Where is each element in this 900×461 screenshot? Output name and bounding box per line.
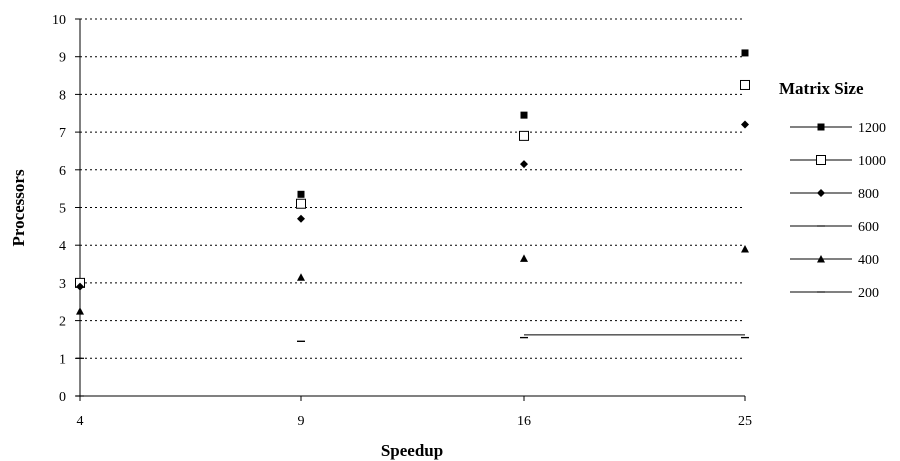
y-tick-label: 0 bbox=[59, 390, 66, 405]
x-tick-label: 16 bbox=[517, 414, 531, 429]
data-point-400 bbox=[76, 307, 84, 315]
legend-title: Matrix Size bbox=[779, 79, 864, 98]
grid-lines bbox=[80, 18, 745, 359]
data-point-1200 bbox=[741, 49, 749, 57]
x-tick-label: 25 bbox=[738, 414, 752, 429]
data-point-1000 bbox=[296, 198, 306, 209]
y-tick-labels: 0 1 2 3 4 5 6 7 8 9 10 bbox=[52, 13, 66, 405]
x-axis-title: Speedup bbox=[381, 441, 443, 460]
data-point-1200 bbox=[520, 111, 528, 119]
legend-label-600: 600 bbox=[858, 220, 879, 235]
data-points bbox=[75, 49, 750, 397]
data-point-1000 bbox=[740, 79, 750, 90]
legend-label-400: 400 bbox=[858, 253, 879, 268]
data-point-800 bbox=[520, 160, 528, 169]
x-tick-labels: 4 9 16 25 bbox=[77, 414, 753, 429]
y-tick-label: 10 bbox=[52, 13, 66, 28]
x-tick-label: 9 bbox=[298, 414, 305, 429]
data-point-400 bbox=[297, 273, 305, 281]
y-tick-label: 7 bbox=[59, 126, 66, 141]
y-tick-label: 4 bbox=[59, 239, 66, 254]
legend-label-200: 200 bbox=[858, 286, 879, 301]
legend-label-1000: 1000 bbox=[858, 154, 886, 169]
legend-marker-1200 bbox=[817, 123, 825, 131]
y-tick-label: 5 bbox=[59, 202, 66, 217]
y-tick-label: 2 bbox=[59, 315, 66, 330]
legend-marker-400 bbox=[817, 255, 825, 263]
data-point-800 bbox=[297, 214, 305, 223]
y-tick-label: 3 bbox=[59, 277, 66, 292]
data-point-800 bbox=[741, 120, 749, 129]
legend: Matrix Size 1200 1000 800 600 400 200 bbox=[779, 79, 886, 301]
y-tick-label: 1 bbox=[59, 352, 66, 367]
data-point-800 bbox=[76, 282, 84, 291]
data-point-1200 bbox=[297, 190, 305, 198]
data-point-400 bbox=[741, 244, 749, 253]
y-tick-label: 8 bbox=[59, 88, 66, 103]
data-point-400 bbox=[520, 254, 528, 262]
legend-label-1200: 1200 bbox=[858, 121, 886, 136]
legend-marker-1000 bbox=[816, 155, 826, 165]
data-point-1000 bbox=[519, 130, 529, 141]
y-tick-label: 9 bbox=[59, 51, 66, 66]
x-tick-label: 4 bbox=[77, 414, 84, 429]
legend-marker-800 bbox=[817, 189, 825, 197]
axes bbox=[75, 18, 746, 401]
legend-label-800: 800 bbox=[858, 187, 879, 202]
y-tick-label: 6 bbox=[59, 164, 66, 179]
y-axis-title: Processors bbox=[9, 169, 28, 246]
